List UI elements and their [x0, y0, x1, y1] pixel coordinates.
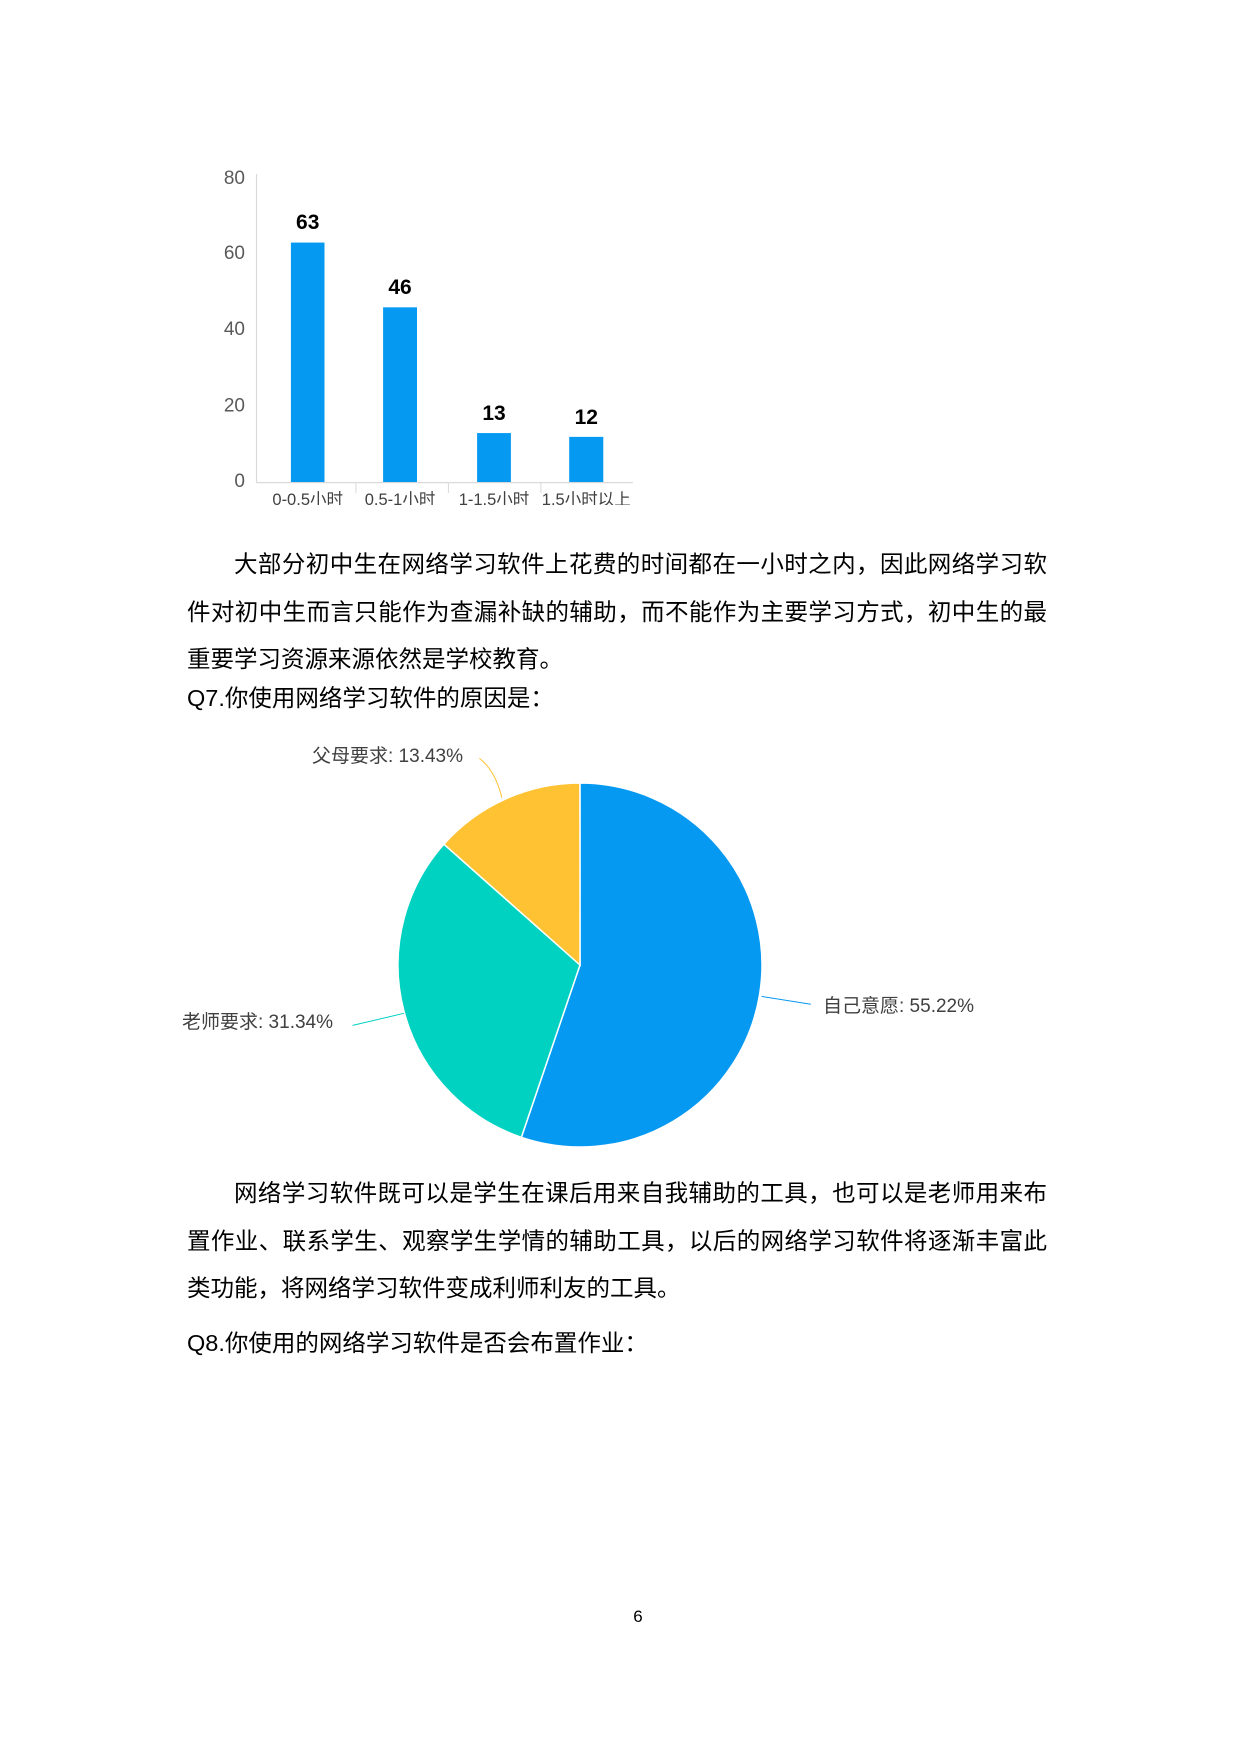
svg-text:父母要求: 13.43%: 父母要求: 13.43%: [312, 745, 463, 767]
svg-text:40: 40: [224, 319, 245, 340]
svg-text:13: 13: [482, 402, 505, 425]
svg-text:12: 12: [575, 406, 598, 429]
svg-text:80: 80: [224, 168, 245, 189]
svg-text:60: 60: [224, 243, 245, 264]
svg-text:1.5小时以上: 1.5小时以上: [542, 490, 631, 505]
svg-text:46: 46: [388, 276, 411, 299]
svg-text:0: 0: [234, 471, 245, 492]
svg-text:20: 20: [224, 395, 245, 416]
svg-text:1-1.5小时: 1-1.5小时: [459, 490, 530, 505]
svg-text:0.5-1小时: 0.5-1小时: [365, 490, 436, 505]
svg-text:老师要求: 31.34%: 老师要求: 31.34%: [182, 1011, 333, 1033]
svg-text:63: 63: [296, 211, 319, 234]
svg-text:自己意愿: 55.22%: 自己意愿: 55.22%: [823, 995, 974, 1017]
svg-text:0-0.5小时: 0-0.5小时: [272, 490, 343, 505]
